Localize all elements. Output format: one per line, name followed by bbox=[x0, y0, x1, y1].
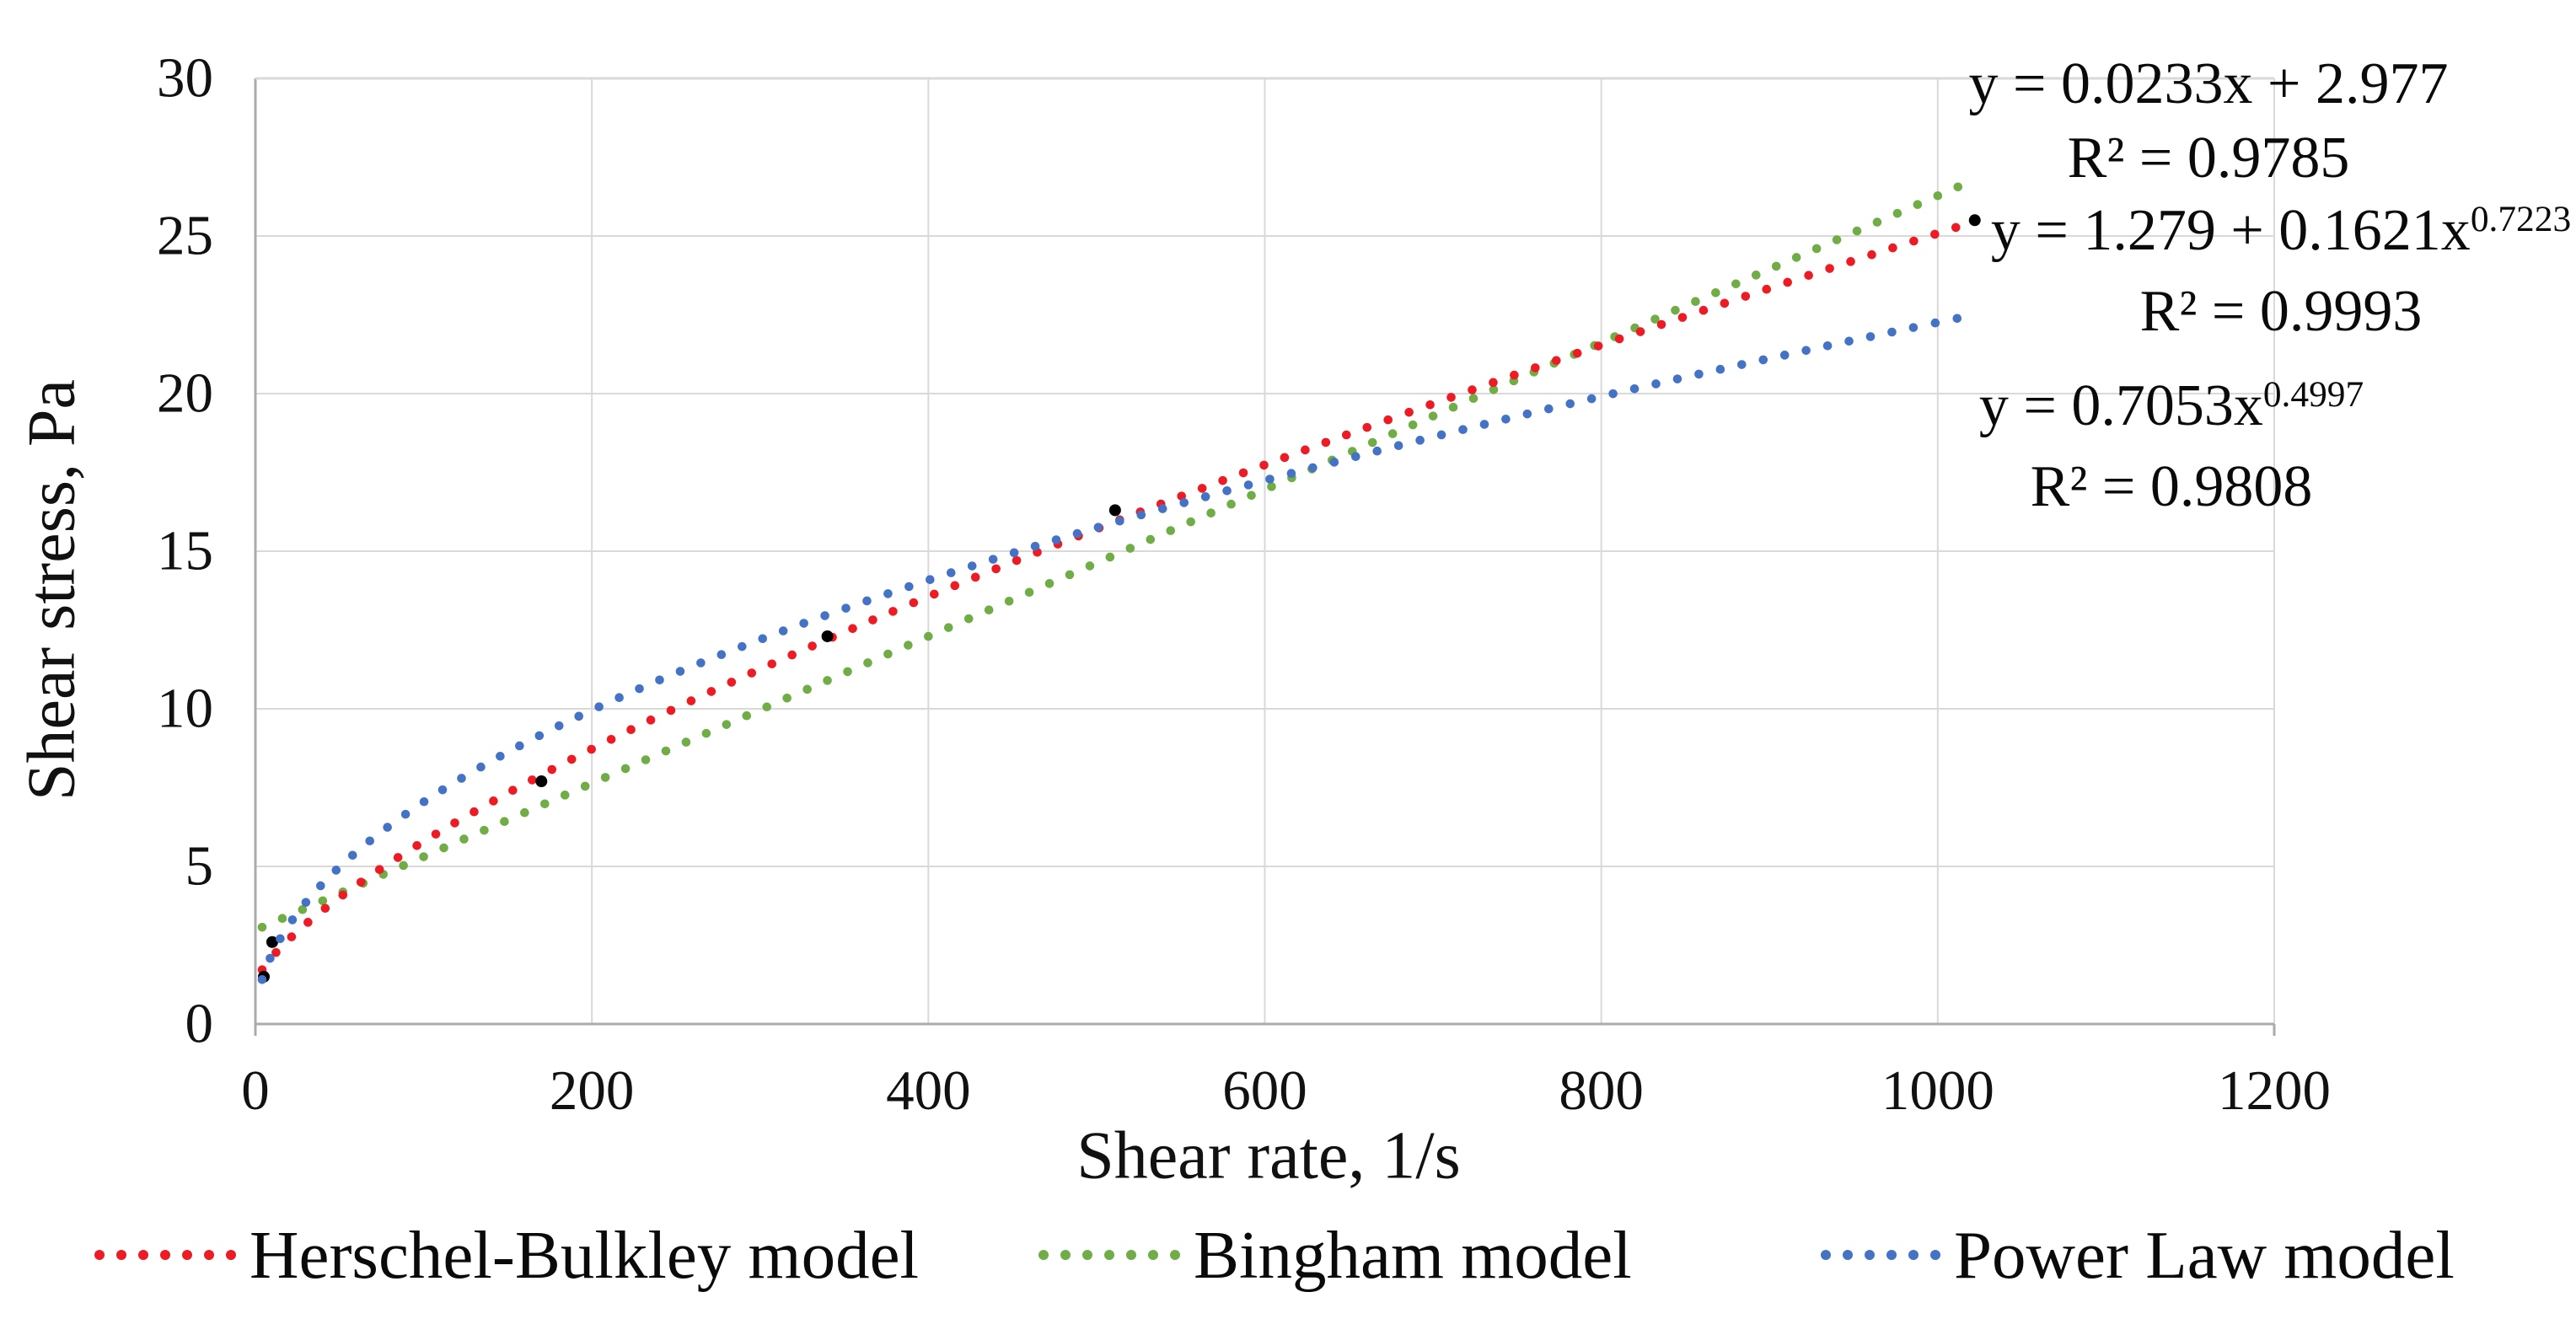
x-tick-label-400: 400 bbox=[886, 1059, 971, 1122]
x-tick-label-600: 600 bbox=[1222, 1059, 1307, 1122]
equation-exponent: 0.4997 bbox=[2262, 374, 2364, 416]
equation-text: y = 0.0233x + 2.977 bbox=[1968, 51, 2449, 116]
data-point bbox=[1108, 504, 1121, 517]
legend-marker-dot bbox=[1908, 1250, 1919, 1260]
x-tick-label-0: 0 bbox=[241, 1059, 270, 1122]
data-point bbox=[821, 630, 834, 642]
y-tick-label-0: 0 bbox=[185, 992, 214, 1055]
measured-data-points bbox=[257, 214, 1981, 983]
legend-item-label: Bingham model bbox=[1194, 1217, 1632, 1293]
legend-marker-dot bbox=[1865, 1250, 1875, 1260]
y-tick-label-30: 30 bbox=[157, 46, 213, 110]
data-point bbox=[1968, 214, 1981, 227]
trendline-equation-block-1: y = 0.0233x + 2.977 R² = 0.9785 bbox=[1969, 47, 2449, 196]
equation-text: y = 0.7053x0.4997 bbox=[1978, 373, 2364, 438]
series-power-law-model-dots bbox=[257, 314, 1962, 984]
y-tick-label-20: 20 bbox=[157, 362, 213, 425]
legend-marker-dot bbox=[1843, 1250, 1853, 1260]
trendline-equation-block-2: y = 1.279 + 0.1621x0.7223 R² = 0.9993 bbox=[1991, 194, 2571, 349]
y-tick-label-5: 5 bbox=[185, 834, 214, 898]
legend-marker-dot bbox=[1060, 1250, 1071, 1260]
legend-marker-dotted-line bbox=[1821, 1250, 1940, 1260]
legend-marker-dotted-line bbox=[1038, 1250, 1180, 1260]
trendline-equation-block-3: y = 0.7053x0.4997 R² = 0.9808 bbox=[1979, 369, 2364, 524]
x-tick-label-1000: 1000 bbox=[1881, 1059, 1994, 1122]
legend-marker-dot bbox=[116, 1250, 126, 1260]
legend-item-herschel-bulkley-model: Herschel-Bulkley model bbox=[94, 1217, 919, 1293]
series-herschel-bulkley-model-dots bbox=[257, 222, 1961, 974]
legend-item-bingham-model: Bingham model bbox=[1038, 1217, 1632, 1293]
legend-marker-dot bbox=[160, 1250, 170, 1260]
legend-marker-dot bbox=[204, 1250, 214, 1260]
x-tick-label-200: 200 bbox=[549, 1059, 635, 1122]
legend-marker-dot bbox=[1886, 1250, 1897, 1260]
legend-marker-dot bbox=[182, 1250, 192, 1260]
axes bbox=[254, 77, 2276, 1036]
r-squared-text: R² = 0.9785 bbox=[2067, 126, 2350, 190]
legend-item-label: Herschel-Bulkley model bbox=[250, 1217, 920, 1293]
x-axis-title: Shear rate, 1/s bbox=[1076, 1118, 1461, 1193]
series-bingham-model-dots bbox=[257, 182, 1963, 932]
legend-marker-dot bbox=[1082, 1250, 1092, 1260]
legend-marker-dot bbox=[1170, 1250, 1180, 1260]
legend-marker-dot bbox=[1930, 1250, 1940, 1260]
x-tick-label-1200: 1200 bbox=[2218, 1059, 2331, 1122]
r-squared-text: R² = 0.9993 bbox=[2139, 279, 2423, 344]
legend-marker-dot bbox=[94, 1250, 105, 1260]
x-tick-label-800: 800 bbox=[1559, 1059, 1644, 1122]
equation-text: y = 1.279 + 0.1621x0.7223 bbox=[1990, 198, 2572, 263]
y-tick-label-10: 10 bbox=[157, 677, 213, 740]
legend-marker-dot bbox=[226, 1250, 236, 1260]
legend-marker-dot bbox=[1126, 1250, 1136, 1260]
legend-marker-dot bbox=[1038, 1250, 1049, 1260]
legend-marker-dot bbox=[1104, 1250, 1114, 1260]
legend-item-label: Power Law model bbox=[1954, 1217, 2455, 1293]
legend-marker-dot bbox=[1821, 1250, 1831, 1260]
legend-marker-dot bbox=[138, 1250, 148, 1260]
y-tick-label-25: 25 bbox=[157, 204, 213, 267]
legend-marker-dotted-line bbox=[94, 1250, 236, 1260]
y-tick-label-15: 15 bbox=[157, 519, 213, 582]
legend-marker-dot bbox=[1148, 1250, 1158, 1260]
data-point bbox=[266, 936, 278, 948]
equation-exponent: 0.7223 bbox=[2470, 199, 2572, 240]
data-point bbox=[535, 775, 548, 788]
r-squared-text: R² = 0.9808 bbox=[2030, 454, 2313, 519]
legend-item-power-law-model: Power Law model bbox=[1821, 1217, 2455, 1293]
